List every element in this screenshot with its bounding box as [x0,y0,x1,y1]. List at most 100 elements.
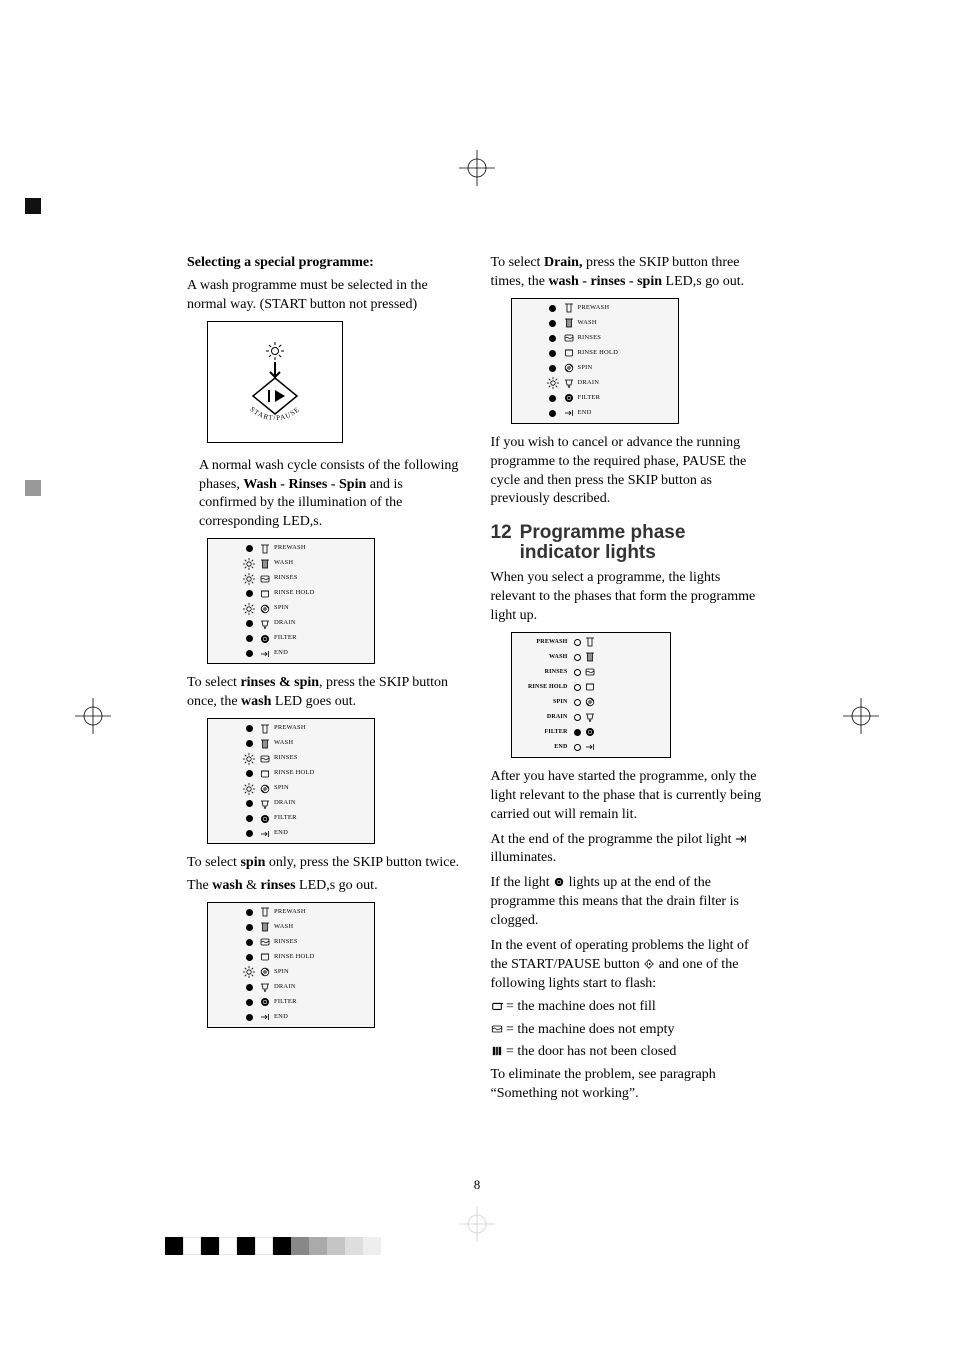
text-rinses-spin: To select rinses & spin, press the SKIP … [187,674,463,712]
phase-label: WASH [522,653,570,661]
phase-row: FILTER [208,811,374,826]
figure-start-button: START/PAUSE [207,321,343,443]
phase-row: END [512,406,678,421]
phase-label: SPIN [578,364,593,373]
end-arrow-icon [735,834,747,844]
phase-label: END [274,1013,288,1022]
text-err-fill: = the machine does not fill [491,998,767,1017]
color-bar [165,1237,381,1255]
text-cancel: If you wish to cancel or advance the run… [491,434,767,510]
filter-icon [553,877,565,887]
color-swatch [255,1237,273,1255]
phase-label: WASH [578,319,597,328]
phase-label: RINSE HOLD [274,589,314,598]
registration-mark-top [459,150,495,186]
rinses-icon [491,1024,503,1034]
phase-row-right: SPIN [512,695,670,710]
phase-label: FILTER [274,998,297,1007]
text-operating-problems: In the event of operating problems the l… [491,937,767,994]
phase-label: PREWASH [522,638,570,646]
phase-label: FILTER [274,814,297,823]
phase-row: SPIN [208,781,374,796]
color-swatch [291,1237,309,1255]
phase-row: RINSE HOLD [512,346,678,361]
color-swatch [183,1237,201,1255]
phase-row: FILTER [208,995,374,1010]
phase-row-right: END [512,740,670,755]
phase-label: DRAIN [522,713,570,721]
phase-label: SPIN [274,784,289,793]
phase-label: DRAIN [274,799,296,808]
color-swatch [165,1237,183,1255]
left-column: Selecting a special programme: A wash pr… [187,254,463,1108]
phase-row: DRAIN [208,616,374,631]
phase-row: WASH [208,556,374,571]
phase-row: WASH [208,920,374,935]
registration-mark-bottom [459,1206,495,1242]
phase-row: SPIN [512,361,678,376]
text-when-select: When you select a programme, the lights … [491,569,767,626]
phase-row-right: RINSE HOLD [512,680,670,695]
phase-label: FILTER [522,728,570,736]
crop-square-2 [25,480,41,496]
phase-row: PREWASH [208,721,374,736]
phase-row: PREWASH [208,905,374,920]
phase-row: PREWASH [512,301,678,316]
phase-row: RINSES [208,935,374,950]
color-swatch [345,1237,363,1255]
phase-row-right: FILTER [512,725,670,740]
color-swatch [327,1237,345,1255]
phase-row: RINSES [512,331,678,346]
text-select-normal: A wash programme must be selected in the… [187,277,463,315]
phase-label: RINSES [274,938,298,947]
phase-row: FILTER [512,391,678,406]
text-spin-only: To select spin only, press the SKIP butt… [187,854,463,873]
phase-label: SPIN [274,968,289,977]
phase-label: END [522,743,570,751]
phase-label: PREWASH [274,908,306,917]
text-end-pilot: At the end of the programme the pilot li… [491,831,767,869]
phase-label: WASH [274,923,293,932]
right-column: To select Drain, press the SKIP button t… [491,254,767,1108]
color-swatch [237,1237,255,1255]
phase-label: RINSE HOLD [578,349,618,358]
crop-square-1 [25,198,41,214]
phase-label: RINSES [578,334,602,343]
phase-label: SPIN [522,698,570,706]
phase-label: RINSE HOLD [274,769,314,778]
phase-row: RINSE HOLD [208,950,374,965]
phase-row-right: WASH [512,650,670,665]
phase-label: WASH [274,739,293,748]
color-swatch [309,1237,327,1255]
phase-row: END [208,646,374,661]
phase-row: RINSE HOLD [208,586,374,601]
figure-phase-b: PREWASHWASHRINSESRINSE HOLDSPINDRAINFILT… [207,718,375,844]
phase-label: END [274,829,288,838]
phase-row: DRAIN [208,980,374,995]
text-normal-cycle: A normal wash cycle consists of the foll… [199,457,463,533]
color-swatch [219,1237,237,1255]
phase-label: PREWASH [274,544,306,553]
phase-row: FILTER [208,631,374,646]
color-swatch [363,1237,381,1255]
registration-mark-left [75,698,111,734]
rinse-hold-icon [491,1001,503,1011]
figure-phase-labels: PREWASHWASHRINSESRINSE HOLDSPINDRAINFILT… [511,632,671,758]
heading-selecting: Selecting a special programme: [187,254,463,273]
phase-label: RINSES [274,574,298,583]
arrow-down-icon [270,362,280,377]
registration-mark-right [843,698,879,734]
phase-label: DRAIN [578,379,600,388]
phase-row-right: DRAIN [512,710,670,725]
page-number: 8 [474,1176,481,1194]
text-err-empty: = the machine does not empty [491,1021,767,1040]
figure-phase-c: PREWASH WASH RINSES RINSE HOLD SPIN DRAIN FILT… [207,902,375,1028]
phase-label: DRAIN [274,983,296,992]
text-err-door: = the door has not been closed [491,1043,767,1062]
phase-row: END [208,826,374,841]
phase-row: SPIN [208,601,374,616]
color-swatch [201,1237,219,1255]
phase-label: END [274,649,288,658]
phase-row: SPIN [208,965,374,980]
phase-label: END [578,409,592,418]
